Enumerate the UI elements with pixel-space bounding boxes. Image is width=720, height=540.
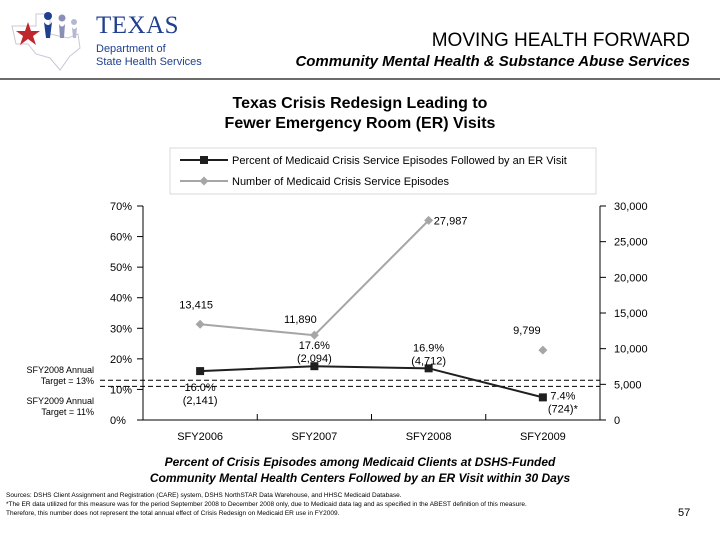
logo-texas-text: TEXAS [96,12,180,39]
x-tick-label: SFY2008 [406,431,452,443]
footnotes: Sources: DSHS Client Assignment and Regi… [6,491,666,518]
right-tick-label: 15,000 [614,308,648,320]
header-subtitle: Community Mental Health & Substance Abus… [295,53,690,70]
legend-er-percent-label: Percent of Medicaid Crisis Service Episo… [232,155,567,167]
dshs-logo: TEXAS Department of State Health Service… [6,4,202,76]
x-tick-label: SFY2009 [520,431,566,443]
caption-line-2: Community Mental Health Centers Followed… [149,471,571,485]
episode-count-label: 13,415 [179,299,213,311]
right-tick-label: 10,000 [614,344,648,356]
left-tick-label: 30% [110,323,132,335]
target-label-sfy2008-line2: Target = 13% [40,376,94,386]
left-tick-label: 60% [110,232,132,244]
footnote-sources: Sources: DSHS Client Assignment and Regi… [6,492,402,499]
target-lines [100,379,600,387]
chart-caption: Percent of Crisis Episodes among Medicai… [0,454,720,486]
footnote-therefore: Therefore, this number does not represen… [6,510,340,517]
episode-count-point [538,345,548,355]
right-tick-label: 25,000 [614,237,648,249]
left-tick-label: 50% [110,262,132,274]
left-tick-label: 70% [110,201,132,213]
er-percent-point [196,367,205,376]
chart-axes: 0% 10% 20% 30% 40% 50% 60% 70% 0 5,000 10,000 15,00… [110,201,648,443]
right-tick-label: 5,000 [614,379,642,391]
er-percent-point [310,362,319,371]
er-percent-label: 17.6% [299,340,330,352]
chart-title: Texas Crisis Redesign Leading to Fewer E… [0,94,720,134]
caption-line-1: Percent of Crisis Episodes among Medicai… [164,455,556,469]
logo-line-department: Department of [96,43,166,55]
target-label-sfy2009-line1: SFY2009 Annual [26,396,94,406]
legend-box [169,147,597,195]
chart-legend: Percent of Medicaid Crisis Service Episo… [180,155,567,188]
legend-episode-count-label: Number of Medicaid Crisis Service Episod… [232,176,450,188]
logo-department-text: Department of State Health Services [96,43,206,69]
er-percent-point [538,393,547,402]
er-percent-label: 16.9% [413,342,444,354]
texas-star-people-icon [11,12,81,71]
episode-count-label: 9,799 [513,325,541,337]
episode-count-label: 27,987 [434,215,468,227]
legend-er-percent-marker [200,156,208,164]
page-number: 57 [678,507,691,519]
er-percent-label: 7.4% [550,390,575,402]
episode-count-point [195,319,205,329]
left-tick-label: 40% [110,293,132,305]
series-line-er-percent [200,365,544,399]
episode-count-point [309,330,319,340]
er-visit-count-label: (724)* [548,403,579,415]
er-visit-count-label: (4,712) [411,355,446,367]
right-tick-label: 0 [614,415,620,427]
data-labels: 16.0%(2,141) 17.6%(2,094) 16.9%(4,712) 7.4%… [179,215,578,415]
footnote-asterisk: *The ER data utilized for this measure w… [6,501,527,508]
chart-title-line-2: Fewer Emergency Room (ER) Visits [224,115,496,132]
er-visit-count-label: (2,141) [183,395,218,407]
episode-count-point [424,215,434,225]
header-title: MOVING HEALTH FORWARD [431,30,690,51]
logo-line-state-health: State Health Services [96,56,202,68]
episode-count-label: 11,890 [284,314,317,326]
target-label-sfy2008: SFY2008 Annual Target = 13% [2,365,94,387]
target-label-sfy2009: SFY2009 Annual Target = 11% [2,396,94,418]
x-tick-label: SFY2006 [177,431,223,443]
chart-series [195,215,548,402]
x-tick-label: SFY2007 [291,431,337,443]
target-label-sfy2008-line1: SFY2008 Annual [26,365,94,375]
left-tick-label: 20% [110,354,132,366]
right-tick-label: 30,000 [614,201,648,213]
target-label-sfy2009-line2: Target = 11% [41,407,94,417]
chart-title-line-1: Texas Crisis Redesign Leading to [232,95,488,112]
header-divider [0,78,720,80]
right-tick-label: 20,000 [614,272,648,284]
er-percent-point [424,364,433,373]
er-visit-count-label: (2,094) [297,353,332,365]
left-tick-label: 10% [110,384,132,396]
legend-episode-count-marker [199,176,209,186]
er-percent-label: 16.0% [185,382,216,394]
left-tick-label: 0% [110,415,126,427]
